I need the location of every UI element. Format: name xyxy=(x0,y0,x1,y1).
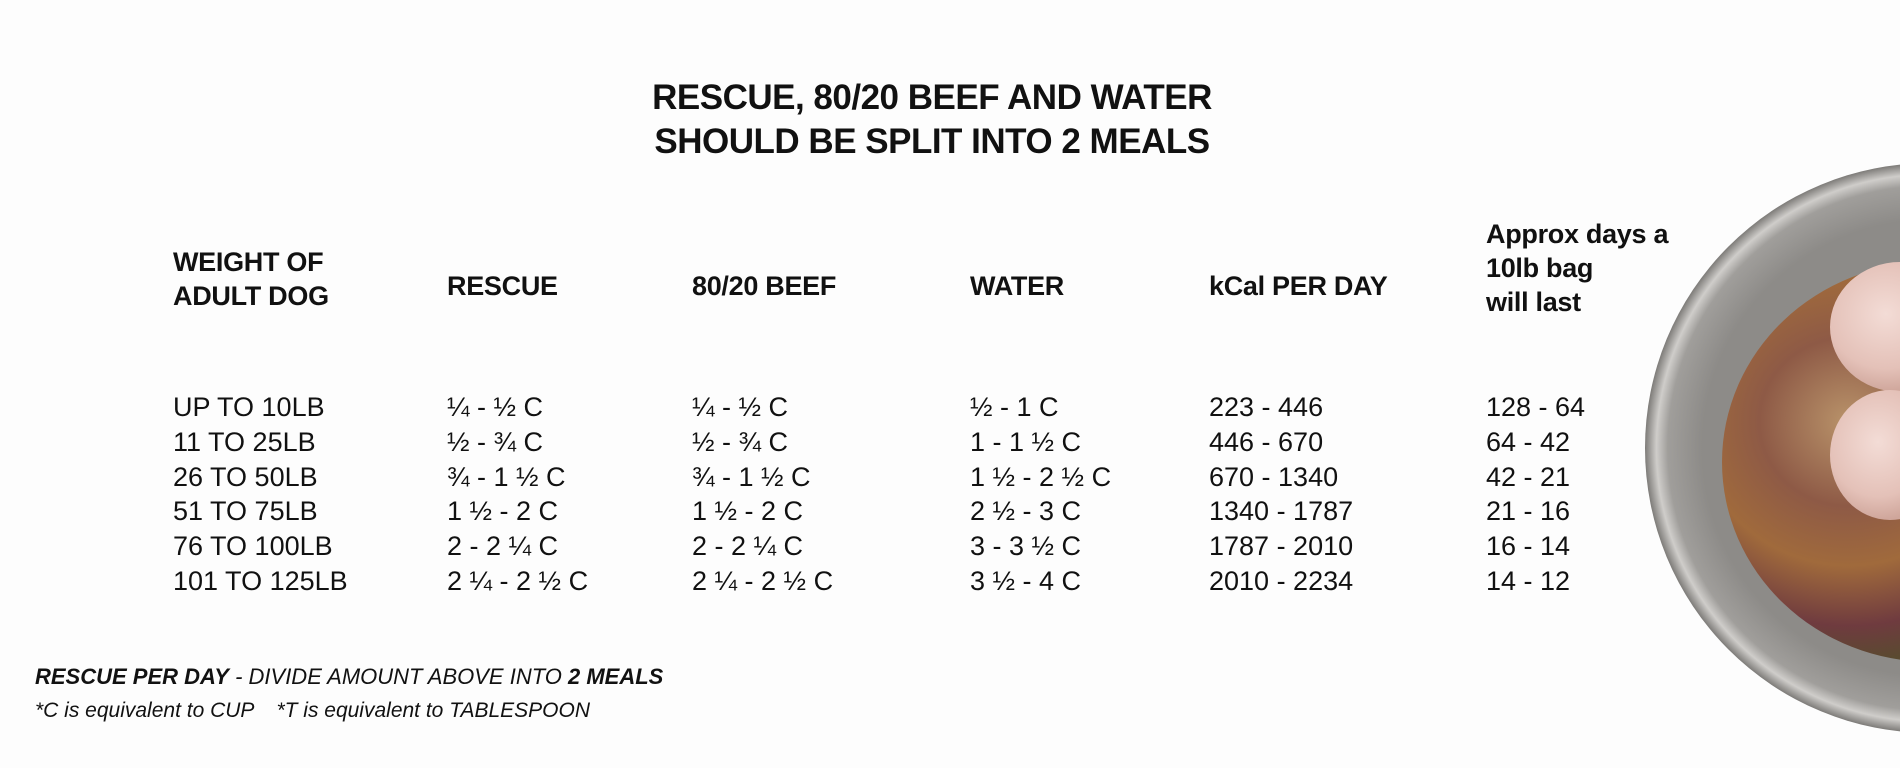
table-cell-rescue: 1 ½ - 2 C xyxy=(447,496,559,527)
header-beef: 80/20 BEEF xyxy=(692,271,837,301)
table-cell-kcal: 1787 - 2010 xyxy=(1209,531,1354,562)
header-water: WATER xyxy=(970,271,1064,301)
table-cell-rescue: ¾ - 1 ½ C xyxy=(447,461,566,492)
meat-shape xyxy=(1830,390,1900,520)
table-cell-days: 21 - 16 xyxy=(1486,496,1571,527)
header-kcal: kCal PER DAY xyxy=(1209,271,1388,301)
column-beef: ¼ - ½ C ½ - ¾ C ¾ - 1 ½ C 1 ½ - 2 C 2 - 2 ¼ … xyxy=(692,390,833,599)
table-cell-water: ½ - 1 C xyxy=(970,392,1059,422)
footer-notes: *C is equivalent to CUP *T is equivalent … xyxy=(35,699,590,723)
table-cell-water: 1 ½ - 2 ½ C xyxy=(970,461,1112,492)
page-title: RESCUE, 80/20 BEEF AND WATER SHOULD BE S… xyxy=(0,76,1864,164)
note-tablespoon: *T is equivalent to TABLESPOON xyxy=(276,699,591,722)
header-weight-line: WEIGHT OF xyxy=(173,247,324,277)
table-cell-beef: 1 ½ - 2 C xyxy=(692,496,804,527)
table-cell-beef: ¾ - 1 ½ C xyxy=(692,461,811,492)
footer-bold-label: RESCUE PER DAY xyxy=(35,664,229,689)
footer-instructions: RESCUE PER DAY - DIVIDE AMOUNT ABOVE INT… xyxy=(35,664,663,690)
header-days: Approx days a 10lb bag will last xyxy=(1486,217,1668,319)
table-cell-weight: 11 TO 25LB xyxy=(173,426,316,457)
table-cell-weight: 26 TO 50LB xyxy=(173,461,318,492)
table-cell-kcal: 670 - 1340 xyxy=(1209,461,1339,492)
table-cell-water: 1 - 1 ½ C xyxy=(970,426,1082,457)
table-cell-days: 16 - 14 xyxy=(1486,531,1571,562)
table-cell-beef: ½ - ¾ C xyxy=(692,426,789,457)
table-cell-rescue: 2 - 2 ¼ C xyxy=(447,531,559,562)
header-days-line: Approx days a xyxy=(1486,219,1669,249)
table-cell-days: 14 - 12 xyxy=(1486,565,1571,596)
table-cell-weight: 76 TO 100LB xyxy=(173,531,333,562)
header-weight-line: ADULT DOG xyxy=(173,281,329,311)
meat-shape xyxy=(1830,262,1900,392)
column-days: 128 - 64 64 - 42 42 - 21 21 - 16 16 - 14 14 -… xyxy=(1486,390,1585,599)
table-cell-rescue: ¼ - ½ C xyxy=(447,392,544,422)
table-cell-days: 128 - 64 xyxy=(1486,392,1586,422)
footer-bold-meals: 2 MEALS xyxy=(567,664,664,689)
table-cell-days: 42 - 21 xyxy=(1486,461,1571,492)
header-days-line: 10lb bag xyxy=(1486,253,1594,283)
table-cell-rescue: 2 ¼ - 2 ½ C xyxy=(447,565,589,596)
table-cell-rescue: ½ - ¾ C xyxy=(447,426,544,457)
table-cell-weight: 101 TO 125LB xyxy=(173,565,348,596)
footer-text: - DIVIDE AMOUNT ABOVE INTO xyxy=(228,664,568,689)
header-rescue: RESCUE xyxy=(447,271,558,301)
column-kcal: 223 - 446 446 - 670 670 - 1340 1340 - 1787 1… xyxy=(1209,390,1353,599)
table-cell-beef: ¼ - ½ C xyxy=(692,392,789,422)
table-cell-days: 64 - 42 xyxy=(1486,426,1571,457)
column-weight: UP TO 10LB 11 TO 25LB 26 TO 50LB 51 TO 75LB… xyxy=(173,390,348,599)
table-cell-water: 2 ½ - 3 C xyxy=(970,496,1082,527)
column-rescue: ¼ - ½ C ½ - ¾ C ¾ - 1 ½ C 1 ½ - 2 C 2 - 2 ¼ … xyxy=(447,390,588,599)
title-line-2: SHOULD BE SPLIT INTO 2 MEALS xyxy=(654,122,1210,161)
column-water: ½ - 1 C 1 - 1 ½ C 1 ½ - 2 ½ C 2 ½ - 3 C 3 - … xyxy=(970,390,1111,599)
table-cell-weight: UP TO 10LB xyxy=(173,392,325,422)
note-cup: *C is equivalent to CUP xyxy=(35,699,255,722)
table-cell-water: 3 ½ - 4 C xyxy=(970,565,1082,596)
food-bowl-image xyxy=(1645,164,1900,732)
title-line-1: RESCUE, 80/20 BEEF AND WATER xyxy=(652,78,1212,117)
table-cell-water: 3 - 3 ½ C xyxy=(970,531,1082,562)
table-cell-kcal: 1340 - 1787 xyxy=(1209,496,1354,527)
table-cell-kcal: 2010 - 2234 xyxy=(1209,565,1354,596)
table-cell-weight: 51 TO 75LB xyxy=(173,496,318,527)
table-cell-kcal: 446 - 670 xyxy=(1209,426,1324,457)
table-cell-beef: 2 ¼ - 2 ½ C xyxy=(692,565,834,596)
header-days-line: will last xyxy=(1486,287,1581,317)
table-cell-kcal: 223 - 446 xyxy=(1209,392,1324,422)
table-cell-beef: 2 - 2 ¼ C xyxy=(692,531,804,562)
header-weight: WEIGHT OF ADULT DOG xyxy=(173,245,329,313)
